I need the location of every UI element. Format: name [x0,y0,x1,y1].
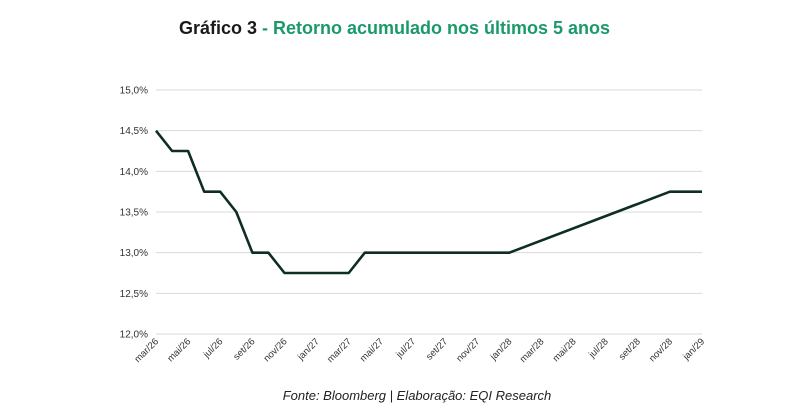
x-tick-label: jul/28 [586,336,611,361]
chart-source: Fonte: Bloomberg | Elaboração: EQI Resea… [282,388,552,403]
x-tick-label: set/26 [231,336,257,362]
chart-title-main: - Retorno acumulado nos últimos 5 anos [257,18,610,38]
y-tick-label: 13,5% [120,208,148,219]
x-tick-label: jul/26 [201,336,226,361]
chart-title: Gráfico 3 - Retorno acumulado nos último… [0,18,789,39]
chart-title-text: Retorno acumulado nos últimos 5 anos [272,18,611,38]
x-tick-label: mai/28 [551,336,579,364]
x-tick-label: mar/28 [518,336,547,365]
x-tick-label: jan/28 [488,336,515,363]
y-tick-label: 12,5% [120,289,148,300]
x-tick-label: jan/27 [295,336,322,363]
series-layer [154,129,703,275]
x-tick-label: jul/27 [394,336,419,361]
x-tick-label: mai/26 [165,336,193,364]
x-tick-label: jan/29 [680,336,707,363]
y-axis-ticks: 12,0% 12,5% 13,0% 13,5% 14,0% 14,5% 15,0% [120,86,148,341]
x-tick-label: nov/27 [454,336,482,364]
chart-title-separator: - [256,18,273,38]
x-axis-ticks: mar/26 mai/26 jul/26 set/26 nov/26 jan/27 mar/… [132,336,707,365]
y-tick-label: 13,0% [120,248,148,259]
x-tick-label: set/28 [617,336,643,362]
x-tick-label: mai/27 [358,336,386,364]
x-tick-label: nov/26 [262,336,290,364]
x-tick-label: set/27 [424,336,450,362]
x-tick-label: mar/27 [325,336,354,365]
series-line [154,129,702,275]
y-tick-label: 15,0% [120,86,148,97]
x-tick-label: mar/26 [132,336,161,365]
x-tick-label: nov/28 [647,336,675,364]
chart-title-prefix: Gráfico 3 [178,18,257,38]
y-tick-label: 12,0% [120,330,148,341]
y-tick-label: 14,0% [120,167,148,178]
y-tick-label: 14,5% [120,126,148,137]
